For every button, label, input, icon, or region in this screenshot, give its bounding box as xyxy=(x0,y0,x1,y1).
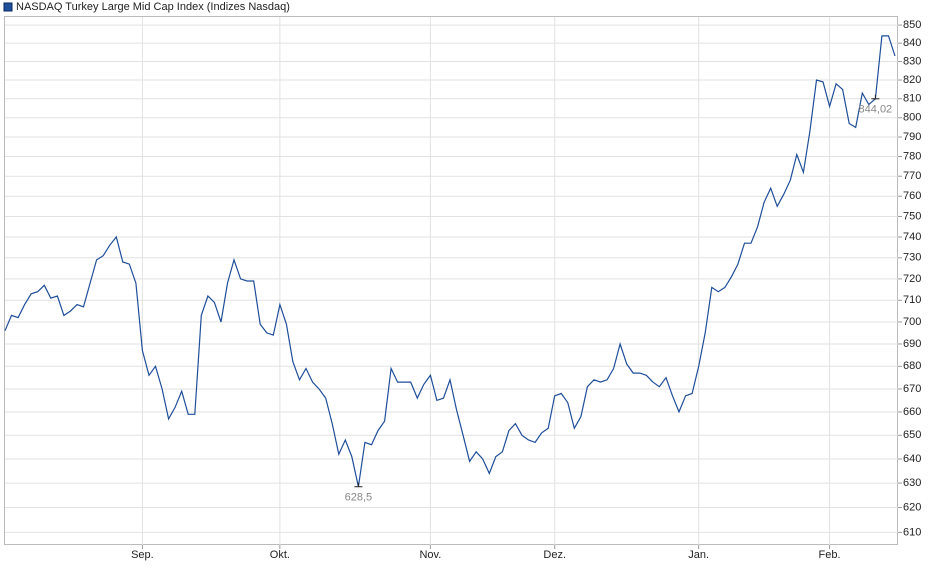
y-tick-label: 720 xyxy=(903,273,921,285)
y-tick-label: 660 xyxy=(903,406,921,418)
y-tick-label: 810 xyxy=(903,93,921,105)
y-tick-label: 850 xyxy=(903,19,921,31)
x-tick-label: Dez. xyxy=(543,549,566,561)
series-line xyxy=(4,35,896,487)
y-tick-label: 620 xyxy=(903,501,921,513)
x-tick-label: Nov. xyxy=(419,549,441,561)
x-tick-label: Feb. xyxy=(819,549,841,561)
y-tick-label: 790 xyxy=(903,131,921,143)
legend-label: NASDAQ Turkey Large Mid Cap Index (Indiz… xyxy=(16,1,290,13)
y-tick-label: 630 xyxy=(903,477,921,489)
value-label: 844,02 xyxy=(859,104,893,116)
plot-frame xyxy=(4,16,898,545)
y-tick-label: 740 xyxy=(903,231,921,243)
y-tick-label: 690 xyxy=(903,338,921,350)
value-label: 628,5 xyxy=(345,492,373,504)
y-tick-label: 730 xyxy=(903,252,921,264)
y-tick-label: 800 xyxy=(903,112,921,124)
y-tick-label: 680 xyxy=(903,360,921,372)
y-tick-label: 670 xyxy=(903,383,921,395)
legend-swatch xyxy=(3,2,13,12)
y-tick-label: 770 xyxy=(903,170,921,182)
y-tick-label: 710 xyxy=(903,294,921,306)
y-tick-label: 750 xyxy=(903,210,921,222)
y-tick-label: 700 xyxy=(903,316,921,328)
x-tick-label: Jan. xyxy=(688,549,709,561)
x-tick-label: Sep. xyxy=(131,549,154,561)
y-tick-label: 780 xyxy=(903,150,921,162)
y-tick-label: 840 xyxy=(903,37,921,49)
y-tick-label: 820 xyxy=(903,74,921,86)
y-tick-label: 760 xyxy=(903,190,921,202)
y-tick-label: 640 xyxy=(903,453,921,465)
y-tick-label: 830 xyxy=(903,55,921,67)
y-tick-label: 650 xyxy=(903,429,921,441)
x-tick-label: Okt. xyxy=(270,549,290,561)
y-tick-label: 610 xyxy=(903,526,921,538)
